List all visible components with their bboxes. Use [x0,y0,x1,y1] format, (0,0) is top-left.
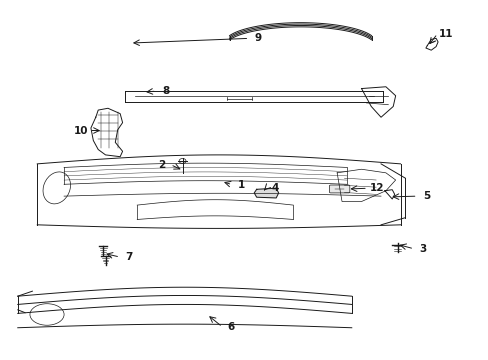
Text: 5: 5 [422,191,429,201]
Polygon shape [254,188,278,198]
Text: 2: 2 [158,159,165,170]
Text: 3: 3 [419,244,426,254]
Text: 9: 9 [254,33,261,43]
Text: 7: 7 [125,252,132,262]
Text: 4: 4 [271,183,278,193]
Text: 8: 8 [162,86,169,96]
Text: 6: 6 [227,322,234,332]
Text: 11: 11 [438,29,453,39]
Text: 1: 1 [237,180,244,190]
Text: 10: 10 [73,126,88,135]
Text: 12: 12 [368,183,383,193]
FancyBboxPatch shape [329,185,349,193]
